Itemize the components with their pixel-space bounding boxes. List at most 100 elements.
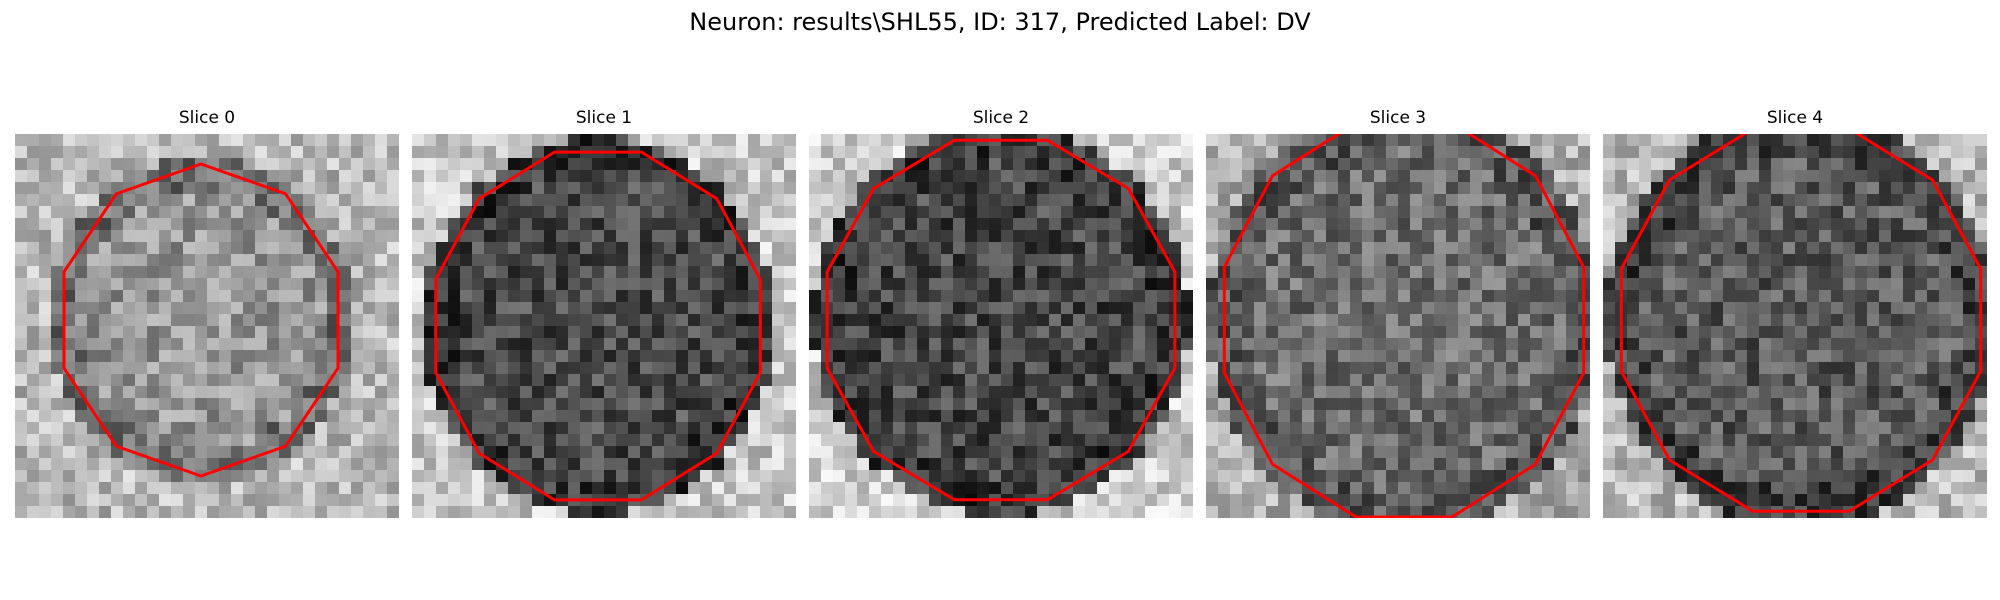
image-pixel <box>532 338 545 351</box>
image-pixel <box>676 266 689 279</box>
image-pixel <box>1687 350 1700 363</box>
image-pixel <box>1699 434 1712 447</box>
image-pixel <box>1109 398 1122 411</box>
image-pixel <box>1807 302 1820 315</box>
image-pixel <box>1206 278 1219 291</box>
image-pixel <box>339 302 352 315</box>
image-pixel <box>351 386 364 399</box>
image-pixel <box>736 362 749 375</box>
image-pixel <box>1915 350 1928 363</box>
image-pixel <box>123 494 136 507</box>
image-pixel <box>123 350 136 363</box>
image-pixel <box>1145 470 1158 483</box>
image-pixel <box>508 398 521 411</box>
image-pixel <box>195 254 208 267</box>
image-pixel <box>1037 470 1050 483</box>
image-pixel <box>99 434 112 447</box>
image-pixel <box>1951 194 1964 207</box>
image-pixel <box>965 278 978 291</box>
image-pixel <box>628 362 641 375</box>
image-pixel <box>339 146 352 159</box>
image-pixel <box>508 386 521 399</box>
image-pixel <box>640 338 653 351</box>
image-pixel <box>652 218 665 231</box>
image-pixel <box>424 494 437 507</box>
image-pixel <box>1025 458 1038 471</box>
image-pixel <box>917 266 930 279</box>
image-pixel <box>676 314 689 327</box>
image-pixel <box>929 386 942 399</box>
image-pixel <box>1061 206 1074 219</box>
image-pixel <box>989 350 1002 363</box>
image-pixel <box>267 242 280 255</box>
image-pixel <box>15 458 28 471</box>
image-pixel <box>147 194 160 207</box>
image-pixel <box>809 158 822 171</box>
image-pixel <box>1422 266 1435 279</box>
image-pixel <box>1230 470 1243 483</box>
image-pixel <box>857 182 870 195</box>
image-pixel <box>1434 482 1447 495</box>
image-pixel <box>484 218 497 231</box>
image-pixel <box>784 374 796 387</box>
image-pixel <box>520 494 533 507</box>
image-pixel <box>929 374 942 387</box>
image-pixel <box>351 182 364 195</box>
image-pixel <box>1494 446 1507 459</box>
image-pixel <box>845 254 858 267</box>
image-pixel <box>375 398 388 411</box>
image-pixel <box>1723 290 1736 303</box>
image-pixel <box>496 410 509 423</box>
image-pixel <box>1494 290 1507 303</box>
image-pixel <box>893 434 906 447</box>
image-pixel <box>1109 470 1122 483</box>
image-pixel <box>1218 206 1231 219</box>
image-pixel <box>1133 362 1146 375</box>
image-pixel <box>688 218 701 231</box>
image-pixel <box>1290 410 1303 423</box>
image-pixel <box>1374 338 1387 351</box>
image-pixel <box>1145 446 1158 459</box>
image-pixel <box>736 434 749 447</box>
image-pixel <box>1675 194 1688 207</box>
image-pixel <box>1314 458 1327 471</box>
image-pixel <box>1831 386 1844 399</box>
image-pixel <box>1073 170 1086 183</box>
image-pixel <box>580 134 593 147</box>
image-pixel <box>748 314 761 327</box>
image-pixel <box>845 194 858 207</box>
image-pixel <box>1494 170 1507 183</box>
image-pixel <box>1831 362 1844 375</box>
image-pixel <box>135 314 148 327</box>
image-pixel <box>1867 182 1880 195</box>
image-pixel <box>1097 278 1110 291</box>
image-pixel <box>315 470 328 483</box>
slice-title: Slice 2 <box>972 108 1030 128</box>
segmentation-contour <box>434 150 762 502</box>
image-pixel <box>1566 158 1579 171</box>
image-pixel <box>965 194 978 207</box>
image-pixel <box>1218 158 1231 171</box>
image-pixel <box>640 434 653 447</box>
image-pixel <box>1711 374 1724 387</box>
image-pixel <box>1037 290 1050 303</box>
image-pixel <box>857 230 870 243</box>
image-pixel <box>1963 146 1976 159</box>
image-pixel <box>520 362 533 375</box>
image-pixel <box>664 338 677 351</box>
image-pixel <box>1855 218 1868 231</box>
image-pixel <box>339 434 352 447</box>
image-pixel <box>363 398 376 411</box>
image-pixel <box>424 266 437 279</box>
image-pixel <box>1843 374 1856 387</box>
image-pixel <box>339 494 352 507</box>
image-pixel <box>532 434 545 447</box>
image-pixel <box>1915 410 1928 423</box>
image-pixel <box>1470 446 1483 459</box>
image-pixel <box>592 314 605 327</box>
image-pixel <box>195 266 208 279</box>
image-pixel <box>1530 218 1543 231</box>
image-pixel <box>351 326 364 339</box>
image-pixel <box>1266 398 1279 411</box>
image-pixel <box>267 458 280 471</box>
